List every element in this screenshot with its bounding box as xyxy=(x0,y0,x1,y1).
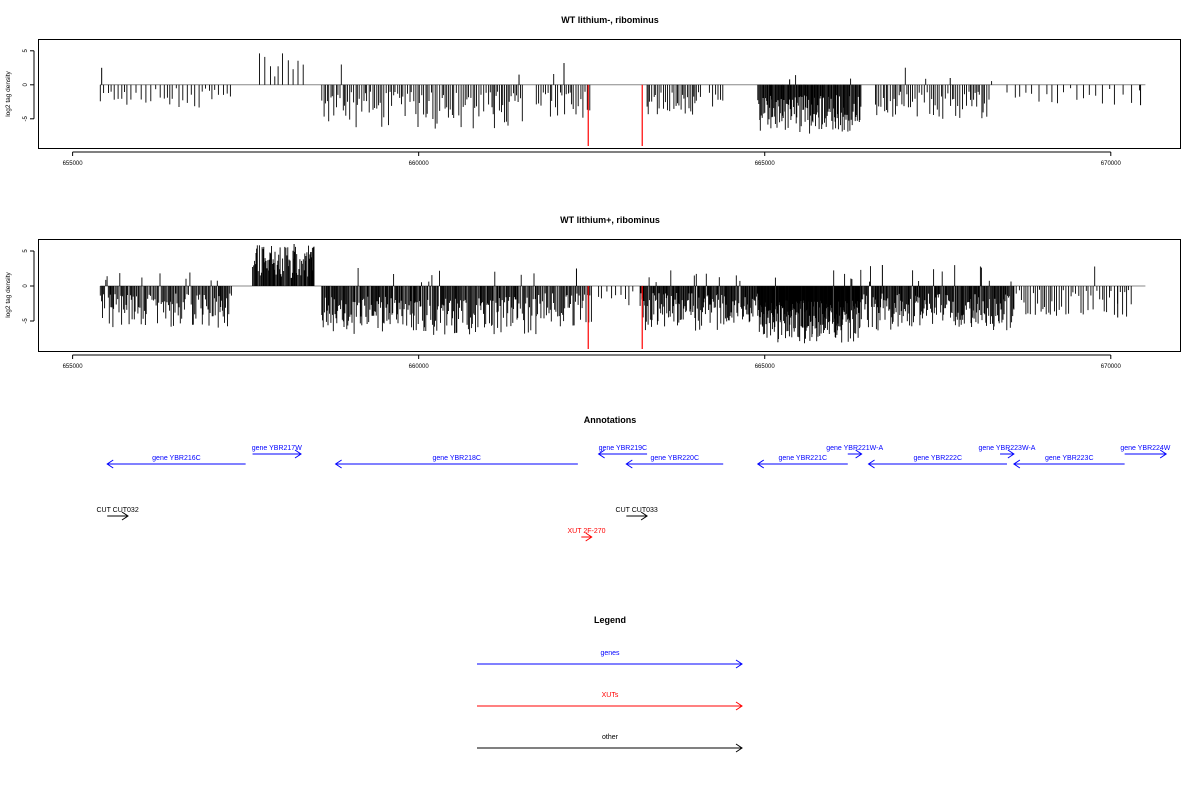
legend-label: XUTs xyxy=(602,692,619,699)
annotation-feature: XUT 2F-270 xyxy=(568,528,606,542)
y-tick-label: 5 xyxy=(23,48,29,52)
feature-label: XUT 2F-270 xyxy=(568,528,606,535)
feature-label: gene YBR224W xyxy=(1120,445,1170,452)
annotation-feature: gene YBR221W-A xyxy=(826,445,884,459)
x-axis: 655000 660000 665000 670000 xyxy=(63,151,1122,167)
legend-entries: genes XUTs other xyxy=(477,650,743,753)
y-axis: 5 0 -5 xyxy=(23,48,35,121)
arrow-head-icon xyxy=(735,659,743,669)
panel-title: WT lithium+, ribominus xyxy=(560,215,660,225)
plot-frame xyxy=(38,39,1181,149)
feature-label: gene YBR221C xyxy=(779,455,828,462)
arrow-head-icon xyxy=(855,449,863,459)
annotation-feature: gene YBR218C xyxy=(334,455,578,469)
arrow-head-icon xyxy=(735,701,743,711)
arrow-head-icon xyxy=(294,449,302,459)
panel-title: WT lithium-, ribominus xyxy=(561,15,659,25)
arrow-head-icon xyxy=(334,459,342,469)
x-tick-label: 665000 xyxy=(755,364,776,370)
feature-label: gene YBR216C xyxy=(152,455,201,462)
arrow-head-icon xyxy=(106,459,114,469)
feature-label: gene YBR221W-A xyxy=(826,445,883,452)
arrow-head-icon xyxy=(756,459,765,469)
annotation-feature: gene YBR223W-A xyxy=(978,445,1036,459)
x-tick-label: 670000 xyxy=(1101,161,1122,167)
x-tick-label: 655000 xyxy=(63,364,84,370)
annotation-feature: gene YBR220C xyxy=(625,455,724,469)
y-tick-label: 5 xyxy=(23,249,29,253)
annotation-feature: gene YBR222C xyxy=(867,455,1007,469)
feature-label: gene YBR223W-A xyxy=(978,445,1035,452)
y-ticks: 5 0 -5 xyxy=(23,48,34,121)
legend-label: genes xyxy=(600,650,620,657)
arrow-head-icon xyxy=(867,459,875,469)
x-axis: 655000 660000 665000 670000 xyxy=(63,354,1122,370)
y-ticks: 5 0 -5 xyxy=(23,249,34,324)
arrow-head-icon xyxy=(121,511,129,521)
x-tick-label: 660000 xyxy=(409,161,430,167)
feature-label: gene YBR220C xyxy=(650,455,699,462)
y-axis-label: log2 tag density xyxy=(5,70,12,116)
arrow-head-icon xyxy=(585,532,593,542)
annotation-feature: gene YBR224W xyxy=(1120,445,1171,459)
track-panel-lithium-minus: WT lithium-, ribominus 5 0 -5 655000 660000… xyxy=(5,15,1181,167)
feature-label: gene YBR218C xyxy=(432,455,481,462)
x-ticks: 655000 660000 665000 670000 xyxy=(63,152,1122,167)
annotation-feature: gene YBR217W xyxy=(252,445,302,459)
x-tick-label: 660000 xyxy=(409,364,430,370)
legend-entry: XUTs xyxy=(477,692,743,711)
bar-series-black xyxy=(99,53,1142,134)
arrow-head-icon xyxy=(625,459,633,469)
bar-series-red xyxy=(587,84,643,146)
annotations-title: Annotations xyxy=(584,415,637,425)
annotation-features: gene YBR216C gene YBR217W gene YBR218C gene… xyxy=(96,445,1171,542)
annotation-feature: gene YBR221C xyxy=(756,455,848,469)
arrow-head-icon xyxy=(1012,459,1021,469)
plot-frame xyxy=(38,239,1181,352)
feature-label: gene YBR217W xyxy=(252,445,302,452)
annotation-feature: gene YBR219C xyxy=(597,445,648,459)
legend-entry: other xyxy=(477,734,743,753)
y-tick-label: 0 xyxy=(23,284,29,288)
y-axis: 5 0 -5 xyxy=(23,249,35,324)
arrow-head-icon xyxy=(640,511,648,521)
arrow-head-icon xyxy=(1007,449,1015,459)
arrow-head-icon xyxy=(597,449,605,459)
bar-series-red xyxy=(587,286,643,349)
arrow-head-icon xyxy=(735,743,743,753)
bar-series-black xyxy=(99,244,1132,344)
x-ticks: 655000 660000 665000 670000 xyxy=(63,355,1122,370)
legend-label: other xyxy=(602,734,619,741)
feature-label: gene YBR223C xyxy=(1045,455,1094,462)
x-tick-label: 655000 xyxy=(63,161,84,167)
annotation-feature: gene YBR216C xyxy=(106,455,246,469)
y-axis-label: log2 tag density xyxy=(5,271,12,317)
x-tick-label: 665000 xyxy=(755,161,776,167)
track-panel-lithium-plus: WT lithium+, ribominus 5 0 -5 655000 660000… xyxy=(5,215,1181,370)
y-tick-label: -5 xyxy=(23,115,29,121)
feature-label: gene YBR219C xyxy=(599,445,648,452)
feature-label: CUT CUT033 xyxy=(616,507,658,514)
feature-label: gene YBR222C xyxy=(913,455,962,462)
annotation-feature: CUT CUT033 xyxy=(616,507,658,521)
annotation-feature: gene YBR223C xyxy=(1012,455,1125,469)
legend-panel: Legend genes XUTs other xyxy=(477,615,743,753)
y-tick-label: 0 xyxy=(23,82,29,86)
legend-entry: genes xyxy=(477,650,743,669)
x-tick-label: 670000 xyxy=(1101,364,1122,370)
y-tick-label: -5 xyxy=(23,318,29,324)
arrow-head-icon xyxy=(1159,449,1168,459)
annotation-feature: CUT CUT032 xyxy=(96,507,139,521)
feature-label: CUT CUT032 xyxy=(96,507,138,514)
legend-title: Legend xyxy=(594,615,626,625)
